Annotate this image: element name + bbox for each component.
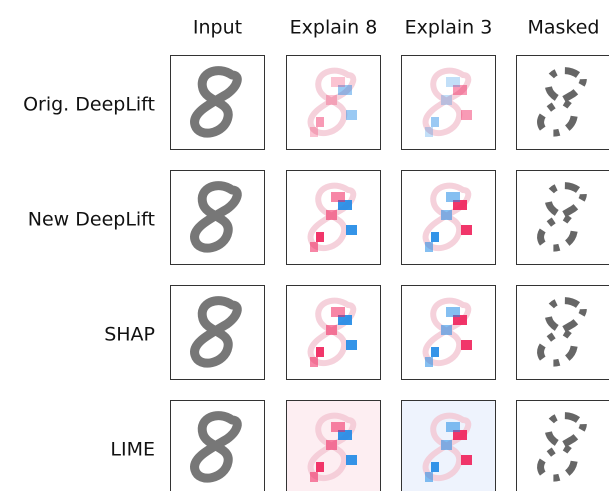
- attribution-patch: [441, 210, 452, 220]
- attribution-patch: [446, 192, 460, 202]
- attribution-patch: [331, 307, 345, 317]
- attribution-patch: [346, 340, 357, 350]
- image-cell: [517, 401, 609, 491]
- attribution-patch: [431, 462, 439, 472]
- row-label: LIME: [110, 439, 155, 461]
- masked-digit: [541, 186, 584, 249]
- attribution-patch: [310, 472, 318, 482]
- masked-digit: [541, 416, 584, 479]
- attribution-patch: [326, 210, 337, 220]
- attribution-patch: [441, 325, 452, 335]
- attribution-patch: [326, 440, 337, 450]
- image-cell: [171, 56, 265, 150]
- attribution-patch: [425, 242, 433, 252]
- attribution-patch: [431, 232, 439, 242]
- column-header: Explain 3: [405, 17, 493, 39]
- image-cell: [517, 171, 609, 265]
- image-cell: [171, 401, 265, 491]
- image-cell: [402, 286, 496, 380]
- attribution-patch: [461, 455, 472, 465]
- figure: Input Explain 8 Explain 3 Masked Orig. DeepL…: [0, 0, 609, 491]
- attribution-patch: [316, 117, 324, 127]
- frame: [517, 401, 609, 491]
- column-header: Input: [193, 17, 242, 39]
- image-cell: [286, 400, 381, 491]
- masked-digit: [541, 71, 584, 134]
- column-header: Explain 8: [290, 17, 378, 39]
- attribution-patch: [425, 127, 433, 137]
- attribution-patch: [331, 77, 345, 87]
- masked-digit: [541, 301, 584, 364]
- attribution-patch: [441, 95, 452, 105]
- image-cell: [287, 286, 381, 380]
- frame: [517, 56, 609, 150]
- attribution-patch: [431, 347, 439, 357]
- image-cell: [401, 400, 496, 491]
- attribution-patch: [461, 340, 472, 350]
- attribution-patch: [425, 472, 433, 482]
- image-cell: [402, 56, 496, 150]
- digit: [195, 71, 238, 134]
- attribution-patch: [331, 422, 345, 432]
- image-cell: [287, 171, 381, 265]
- row-label: New DeepLift: [28, 209, 155, 231]
- image-cell: [171, 171, 265, 265]
- attribution-patch: [316, 462, 324, 472]
- row-label: SHAP: [104, 324, 155, 346]
- image-cell: [171, 286, 265, 380]
- image-cell: [287, 56, 381, 150]
- attribution-patch: [310, 357, 318, 367]
- attribution-patch: [446, 77, 460, 87]
- digit: [195, 416, 238, 479]
- attribution-patch: [425, 357, 433, 367]
- attribution-patch: [316, 347, 324, 357]
- attribution-patch: [441, 440, 452, 450]
- image-cell: [517, 286, 609, 380]
- row-label: Orig. DeepLift: [23, 94, 155, 116]
- attribution-patch: [326, 325, 337, 335]
- digit: [195, 301, 238, 364]
- page: Input Explain 8 Explain 3 Masked Orig. DeepL…: [0, 0, 609, 491]
- attribution-patch: [310, 242, 318, 252]
- attribution-patch: [346, 455, 357, 465]
- attribution-patch: [446, 307, 460, 317]
- attribution-patch: [431, 117, 439, 127]
- column-header: Masked: [527, 17, 599, 39]
- attribution-patch: [346, 225, 357, 235]
- attribution-patch: [316, 232, 324, 242]
- attribution-patch: [310, 127, 318, 137]
- attribution-patch: [331, 192, 345, 202]
- attribution-patch: [346, 110, 357, 120]
- attribution-patch: [446, 422, 460, 432]
- frame: [517, 286, 609, 380]
- attribution-patch: [461, 225, 472, 235]
- attribution-patch: [461, 110, 472, 120]
- attribution-patch: [326, 95, 337, 105]
- frame: [517, 171, 609, 265]
- digit: [195, 186, 238, 249]
- image-cell: [517, 56, 609, 150]
- image-cell: [402, 171, 496, 265]
